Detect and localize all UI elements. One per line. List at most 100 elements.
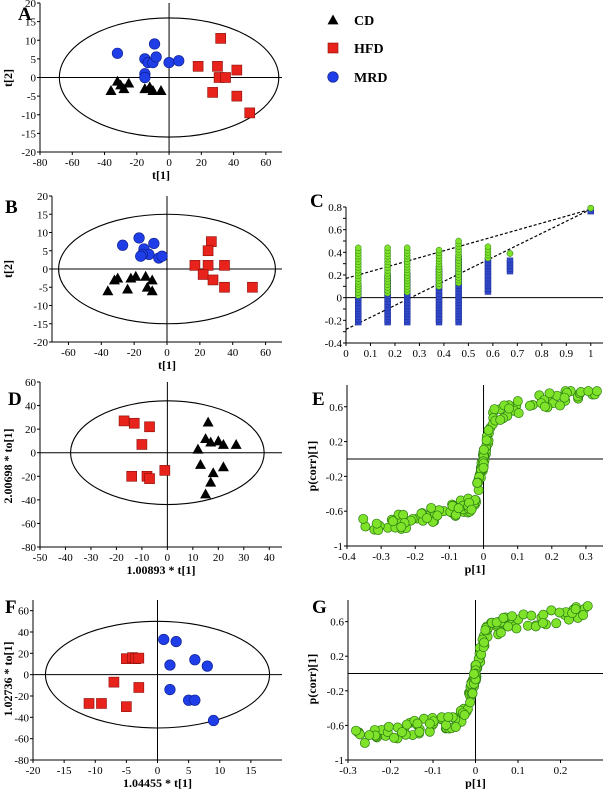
x-tick-label-F: 10 [214,765,226,777]
loading-point-E [359,514,368,523]
point-hfd-A [216,33,226,43]
point-hfd-A [221,73,231,83]
y-axis-title-E: p(corr)[1] [305,441,319,492]
legend-marker-hfd [328,43,338,53]
x-axis-title-B: t[1] [158,358,176,372]
loading-point-G [579,611,588,620]
point-mrd-B [117,240,128,251]
x-tick-label-G: -0.1 [424,765,441,777]
loading-point-E [484,425,493,434]
x-tick-label-D: 30 [238,552,250,564]
point-cd-B [102,285,113,295]
y-tick-label-D: 60 [25,377,37,389]
y-tick-label-D: 20 [25,424,37,436]
legend-marker-mrd [328,72,339,83]
point-hfd-A [193,61,203,71]
y-tick-label-F: -80 [14,755,29,767]
y-tick-label-G: -0.6 [327,720,345,732]
y-tick-label-C: 0.4 [328,247,342,259]
y-tick-label-G: -0.2 [327,686,344,698]
regression-line-0 [346,209,591,278]
x-axis-title-F: 1.04455 * t[1] [123,776,192,789]
point-cd-B [122,284,133,294]
permutation-q2-point [385,245,391,251]
panel-label-F: F [5,597,17,618]
x-tick-label-D: -30 [84,552,99,564]
point-cd-A [123,78,134,88]
permutation-q2-point [436,247,442,253]
x-tick-label-B: 40 [227,347,239,359]
y-tick-label-D: -40 [21,495,36,507]
loading-point-E [479,445,488,454]
x-tick-label-C: 0.9 [559,348,573,360]
x-tick-label-G: 0.1 [511,765,525,777]
loading-point-G [538,618,547,627]
point-hfd-B [190,260,200,270]
point-cd-D [192,444,203,454]
y-tick-label-B: 5 [43,246,49,258]
loading-point-E [372,519,381,528]
x-tick-label-C: 0.7 [510,348,524,360]
point-hfd-F [134,653,144,663]
y-tick-label-C: 0.2 [328,270,342,282]
point-mrd-B [135,251,146,262]
y-tick-label-B: -20 [33,337,48,349]
point-mrd-F [190,654,201,665]
x-tick-label-C: 0 [343,348,349,360]
y-tick-label-F: 60 [18,606,30,618]
point-cd-D [195,459,206,469]
y-tick-label-B: 0 [43,264,49,276]
x-tick-label-F: -10 [88,765,103,777]
loading-point-E [504,404,513,413]
point-mrd-A [112,48,123,59]
y-tick-label-F: -20 [14,691,29,703]
x-tick-label-C: 0.3 [413,348,427,360]
loading-point-G [496,628,505,637]
y-tick-label-G: 0.2 [330,651,344,663]
y-tick-label-F: -40 [14,712,29,724]
loading-point-E [388,517,397,526]
point-hfd-F [109,677,119,687]
permutation-q2-point [507,250,513,256]
loading-point-E [467,505,476,514]
point-hfd-A [232,91,242,101]
point-hfd-A [245,108,255,118]
y-axis-title-B: t[2] [1,260,15,278]
point-mrd-B [134,233,145,244]
x-tick-label-F: 15 [245,765,257,777]
legend-label-hfd: HFD [354,42,384,57]
point-cd-D [200,488,211,498]
y-tick-label-E: 0.2 [329,437,343,449]
x-tick-label-A: -40 [97,157,112,169]
x-tick-label-C: 1 [588,348,594,360]
x-tick-label-B: -40 [94,347,109,359]
point-mrd-A [151,52,162,63]
legend-marker-cd [328,15,339,25]
point-mrd-F [202,661,213,672]
loading-point-G [351,726,360,735]
loading-point-E [433,511,442,520]
y-tick-label-D: 40 [25,401,37,413]
point-hfd-B [220,282,230,292]
y-tick-label-D: -20 [21,471,36,483]
x-tick-label-C: 0.8 [535,348,549,360]
point-hfd-D [127,471,137,481]
loading-point-E [399,510,408,519]
y-tick-label-D: -80 [21,542,36,554]
y-tick-label-C: -0.4 [325,338,343,350]
loading-point-G [465,698,474,707]
point-hfd-D [129,418,139,428]
x-tick-label-C: 0.4 [437,348,451,360]
loading-point-E [513,396,522,405]
y-axis-title-A: t[2] [1,69,15,87]
y-axis-title-G: p(corr)[1] [305,654,319,705]
loading-point-G [555,608,564,617]
panel-label-C: C [310,191,324,212]
point-hfd-B [208,275,218,285]
point-hfd-B [198,269,208,279]
x-tick-label-B: 20 [194,347,206,359]
point-hfd-B [203,260,213,270]
y-tick-label-B: -15 [33,319,48,331]
x-axis-title-A: t[1] [152,168,170,182]
x-tick-label-B: -20 [127,347,142,359]
